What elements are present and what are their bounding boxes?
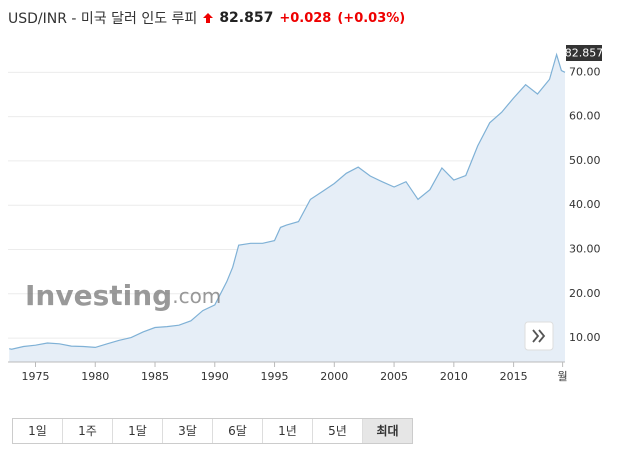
x-tick-label: 2010: [440, 370, 468, 383]
x-tick-label: 1975: [21, 370, 49, 383]
range-button[interactable]: 1년: [263, 419, 313, 443]
x-tick-label: 2005: [380, 370, 408, 383]
line: [9, 52, 566, 350]
y-tick-label: 30.00: [569, 242, 601, 255]
range-buttons: 1일 1주 1달 3달 6달 1년 5년 최대: [12, 418, 413, 444]
change-pct: (+0.03%): [337, 10, 406, 26]
range-button[interactable]: 6달: [213, 419, 263, 443]
chart: 10.00 20.00 30.00 40.00 50.00 60.00 70.00 1975 1…: [8, 45, 604, 383]
watermark-main: Investing: [25, 279, 172, 312]
area: [9, 54, 566, 362]
y-tick-label: 70.00: [569, 65, 601, 78]
y-tick-label: 40.00: [569, 198, 601, 211]
range-button[interactable]: 3달: [163, 419, 213, 443]
price-tag: [566, 45, 602, 61]
range-button[interactable]: 1주: [63, 419, 113, 443]
watermark: Investing.com: [25, 279, 221, 312]
range-button[interactable]: 1달: [113, 419, 163, 443]
x-tick-label: 1980: [81, 370, 109, 383]
scroll-button[interactable]: [524, 321, 554, 351]
x-tick-label: 1995: [261, 370, 289, 383]
watermark-suffix: .com: [172, 284, 221, 308]
x-tick-label: 2015: [500, 370, 528, 383]
price: 82.857: [219, 10, 274, 26]
up-arrow: [203, 13, 214, 23]
header: USD/INR - 미국 달러 인도 루피 82.857 +0.028 (+0.…: [8, 8, 405, 28]
y-tick-label: 50.00: [569, 154, 601, 167]
price-tag-label: 82.857: [565, 47, 604, 60]
change: +0.028: [279, 10, 332, 26]
x-tick-label: 2000: [320, 370, 348, 383]
range-button[interactable]: 1일: [13, 419, 63, 443]
scroll-button-icon: [532, 329, 546, 343]
x-tick-label: 1990: [201, 370, 229, 383]
title: USD/INR - 미국 달러 인도 루피: [8, 11, 198, 27]
range-button[interactable]: 5년: [313, 419, 363, 443]
y-tick-label: 60.00: [569, 110, 601, 123]
y-tick-label: 20.00: [569, 287, 601, 300]
y-tick-label: 10.00: [569, 331, 601, 344]
x-tick-label: 1985: [141, 370, 169, 383]
x-tick-label: 월: [558, 370, 568, 383]
range-button[interactable]: 최대: [363, 419, 412, 443]
